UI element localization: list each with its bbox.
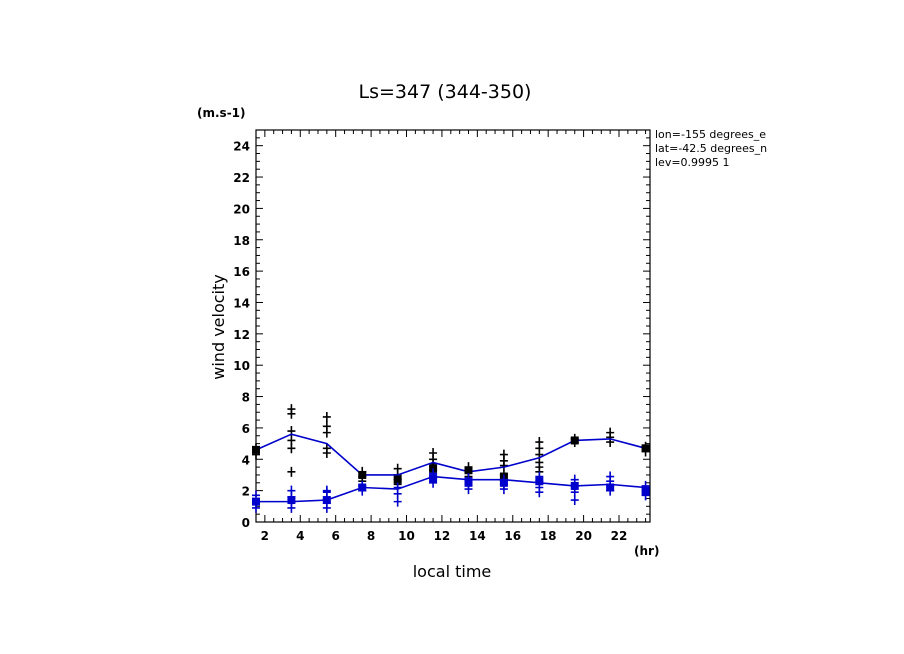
y-tick-label: 6 <box>242 422 250 436</box>
data-point-square <box>464 478 473 487</box>
y-tick-label: 4 <box>242 453 250 467</box>
y-tick-label: 10 <box>233 359 250 373</box>
x-tick-label: 22 <box>611 529 628 543</box>
data-point-square <box>499 478 508 487</box>
data-point-square <box>641 444 650 453</box>
x-tick-label: 10 <box>398 529 415 543</box>
data-point-square <box>606 483 615 492</box>
data-point-plus <box>606 471 615 482</box>
y-tick-label: 0 <box>242 516 250 530</box>
y-unit-label: (m.s-1) <box>197 106 246 120</box>
data-point-square <box>287 496 296 505</box>
data-point-square <box>322 496 331 505</box>
data-point-plus <box>322 485 331 496</box>
data-point-square <box>570 481 579 490</box>
data-marks <box>252 404 650 513</box>
x-tick-label: 12 <box>434 529 451 543</box>
x-tick-label: 2 <box>261 529 269 543</box>
data-point-square <box>393 475 402 484</box>
x-tick-label: 20 <box>575 529 592 543</box>
data-point-square <box>252 445 260 454</box>
data-point-plus <box>287 485 296 496</box>
x-unit-label: (hr) <box>634 544 659 558</box>
data-point-plus <box>287 435 296 446</box>
series-2 <box>252 468 650 513</box>
y-tick-label: 14 <box>233 296 250 310</box>
x-tick-label: 4 <box>296 529 304 543</box>
y-tick-label: 22 <box>233 171 250 185</box>
plot-frame <box>255 129 651 523</box>
data-point-plus <box>287 404 296 415</box>
y-tick-label: 2 <box>242 485 250 499</box>
y-tick-label: 12 <box>233 328 250 342</box>
data-point-plus <box>499 449 508 460</box>
x-tick-label: 6 <box>332 529 340 543</box>
series-line <box>256 475 646 503</box>
annotation-lon: lon=-155 degrees_e <box>655 128 766 141</box>
data-point-square <box>641 486 650 495</box>
data-point-plus <box>322 411 331 422</box>
y-tick-label: 18 <box>233 234 250 248</box>
series-1 <box>252 404 650 490</box>
data-point-plus <box>393 463 402 474</box>
series-line <box>255 433 646 476</box>
x-tick-label: 14 <box>469 529 486 543</box>
data-point-square <box>358 483 367 492</box>
y-tick-label: 8 <box>242 391 250 405</box>
annotation-lat: lat=-42.5 degrees_n <box>655 142 767 155</box>
y-tick-label: 16 <box>233 265 250 279</box>
annotation-lev: lev=0.9995 1 <box>655 156 730 169</box>
data-point-square <box>464 466 473 475</box>
data-point-square <box>535 477 544 486</box>
y-tick-label: 20 <box>233 202 250 216</box>
data-point-square <box>570 436 579 445</box>
data-point-plus <box>287 466 296 477</box>
data-point-square <box>429 474 438 483</box>
data-point-plus <box>535 437 544 448</box>
x-axis-title: local time <box>413 562 492 581</box>
data-point-plus <box>322 443 331 454</box>
x-tick-label: 16 <box>504 529 521 543</box>
data-point-square <box>358 470 367 479</box>
x-tick-label: 8 <box>367 529 375 543</box>
data-point-plus <box>429 448 438 459</box>
data-point-plus <box>322 421 331 432</box>
chart-title: Ls=347 (344-350) <box>359 81 532 103</box>
x-tick-label: 18 <box>540 529 557 543</box>
data-point-square <box>252 497 260 506</box>
y-tick-label: 24 <box>233 140 250 154</box>
data-point-plus <box>606 427 615 438</box>
y-axis-title: wind velocity <box>209 274 228 379</box>
